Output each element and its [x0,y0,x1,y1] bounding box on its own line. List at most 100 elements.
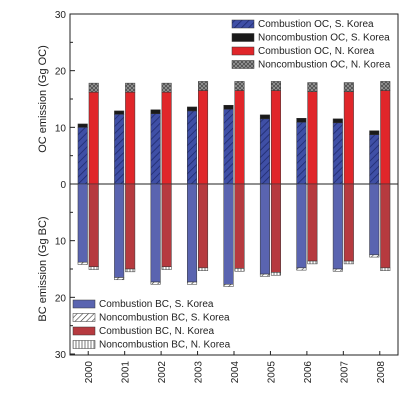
bar-combustion-bc-n-korea-2000 [88,183,99,267]
axes-layer [69,13,399,356]
bar-noncombustion-oc-s-korea-2002 [150,109,161,114]
bar-combustion-oc-n-korea-2002 [161,91,172,185]
legend-entry-combustion-bc-s-korea: Combustion BC, S. Korea [99,299,214,310]
legend-entry-noncombustion-oc-s-korea: Noncombustion OC, S. Korea [258,33,390,44]
bar-combustion-oc-s-korea-2005 [259,118,270,185]
bar-noncombustion-oc-n-korea-2005 [270,81,281,91]
legend-lower: Combustion BC, S. Korea Noncombustion BC,… [72,299,231,351]
bar-combustion-bc-s-korea-2000 [77,183,88,263]
x-tick-label-2002: 2002 [157,361,168,384]
bar-noncombustion-oc-s-korea-2004 [223,104,234,110]
bar-noncombustion-oc-n-korea-2002 [161,82,172,93]
legend-swatch-noncombustion-oc-s-korea [231,33,255,42]
bar-combustion-bc-n-korea-2006 [307,183,318,262]
bar-noncombustion-bc-s-korea-2007 [332,268,343,272]
legend-entry-combustion-oc-n-korea: Combustion OC, N. Korea [258,46,375,57]
y-tick-label-upper: 10 [55,123,67,134]
bar-noncombustion-oc-s-korea-2007 [332,118,343,124]
y-tick-label-upper: 20 [55,67,67,78]
bar-combustion-bc-n-korea-2008 [380,183,391,269]
bar-noncombustion-oc-n-korea-2003 [198,81,209,91]
bar-combustion-bc-s-korea-2004 [223,183,234,285]
bar-noncombustion-bc-s-korea-2004 [223,284,234,287]
y-tick-label-upper: 30 [55,10,67,21]
bar-combustion-oc-n-korea-2003 [198,90,209,185]
legend-swatch-noncombustion-bc-n-korea [72,340,96,349]
bar-combustion-oc-n-korea-2006 [307,91,318,185]
bar-combustion-bc-s-korea-2007 [332,183,343,270]
legend-entry-combustion-oc-s-korea: Combustion OC, S. Korea [258,19,374,30]
y-axis-title-lower: BC emission (Gg BC) [37,216,49,321]
legend-entry-noncombustion-bc-n-korea: Noncombustion BC, N. Korea [99,340,231,351]
bar-combustion-oc-s-korea-2004 [223,108,234,185]
legend-swatch-combustion-oc-s-korea [231,19,255,29]
bar-combustion-oc-n-korea-2001 [125,91,136,185]
bar-noncombustion-oc-s-korea-2008 [369,130,380,135]
legend-swatch-combustion-oc-n-korea [231,46,255,56]
legend-entry-noncombustion-bc-s-korea: Noncombustion BC, S. Korea [99,313,230,324]
x-tick-label-2007: 2007 [339,361,350,384]
bar-noncombustion-oc-n-korea-2004 [234,81,245,91]
bar-noncombustion-bc-s-korea-2001 [114,277,125,281]
x-tick-label-2006: 2006 [303,361,314,384]
x-tick-label-2000: 2000 [84,361,95,384]
legend-swatch-combustion-bc-n-korea [72,326,96,336]
bar-noncombustion-bc-n-korea-2003 [198,267,209,271]
bar-noncombustion-bc-s-korea-2000 [77,261,88,265]
bar-noncombustion-bc-s-korea-2005 [259,273,270,277]
bar-noncombustion-oc-n-korea-2006 [307,82,318,92]
y-tick-label-lower: 30 [55,350,67,361]
bar-noncombustion-bc-n-korea-2002 [161,266,172,270]
legend-swatch-combustion-bc-s-korea [72,299,96,309]
bar-noncombustion-oc-n-korea-2008 [380,81,391,91]
bar-combustion-oc-n-korea-2007 [343,91,354,185]
bar-noncombustion-bc-n-korea-2005 [270,272,281,276]
bar-noncombustion-oc-s-korea-2001 [114,110,125,115]
bar-noncombustion-bc-n-korea-2007 [343,260,354,265]
legend-swatch-noncombustion-oc-n-korea [231,60,255,69]
bar-combustion-bc-n-korea-2005 [270,183,281,273]
bar-noncombustion-bc-n-korea-2004 [234,268,245,272]
bar-combustion-oc-s-korea-2007 [332,122,343,185]
bar-combustion-bc-n-korea-2003 [198,183,209,269]
bar-combustion-oc-s-korea-2006 [296,121,307,185]
bar-noncombustion-bc-s-korea-2006 [296,267,307,271]
bar-combustion-bc-s-korea-2006 [296,183,307,269]
bar-noncombustion-oc-s-korea-2000 [77,123,88,128]
bar-combustion-oc-n-korea-2008 [380,90,391,185]
bar-combustion-bc-s-korea-2008 [369,183,380,256]
bar-noncombustion-bc-n-korea-2001 [125,268,136,273]
bar-combustion-oc-n-korea-2005 [270,90,281,185]
labels-layer: 0 10 20 30 10 20 30 OC emission (Gg OC) BC emiss… [37,10,387,383]
bar-combustion-oc-n-korea-2000 [88,91,99,185]
x-tick-label-2003: 2003 [194,361,205,384]
legend-entry-combustion-bc-n-korea: Combustion BC, N. Korea [99,326,214,337]
bar-noncombustion-oc-s-korea-2006 [296,118,307,123]
bar-combustion-oc-s-korea-2002 [150,113,161,185]
bar-combustion-oc-s-korea-2001 [114,114,125,185]
bar-combustion-bc-n-korea-2004 [234,183,245,269]
bars-layer [77,81,391,287]
bar-noncombustion-bc-s-korea-2008 [369,254,380,258]
bar-combustion-bc-s-korea-2003 [187,183,198,283]
bar-noncombustion-oc-s-korea-2003 [187,106,198,112]
bar-noncombustion-oc-n-korea-2000 [88,82,99,93]
bar-noncombustion-oc-s-korea-2005 [259,114,270,120]
bar-combustion-bc-n-korea-2001 [125,183,136,270]
y-tick-label-upper: 0 [60,180,66,191]
bar-combustion-oc-s-korea-2003 [187,110,198,185]
bar-combustion-bc-n-korea-2007 [343,183,354,262]
legend-upper: Combustion OC, S. Korea Noncombustion OC,… [231,19,391,71]
bar-combustion-bc-s-korea-2001 [114,183,125,278]
x-tick-label-2004: 2004 [230,361,241,384]
bar-combustion-bc-s-korea-2005 [259,183,270,275]
bar-noncombustion-bc-n-korea-2006 [307,260,318,265]
legend-swatch-noncombustion-bc-s-korea [72,313,96,322]
bar-noncombustion-bc-s-korea-2002 [150,281,161,285]
bar-combustion-oc-s-korea-2000 [77,127,88,185]
legend-entry-noncombustion-oc-n-korea: Noncombustion OC, N. Korea [258,60,391,71]
bar-combustion-bc-s-korea-2002 [150,183,161,283]
bar-noncombustion-oc-n-korea-2001 [125,82,136,93]
